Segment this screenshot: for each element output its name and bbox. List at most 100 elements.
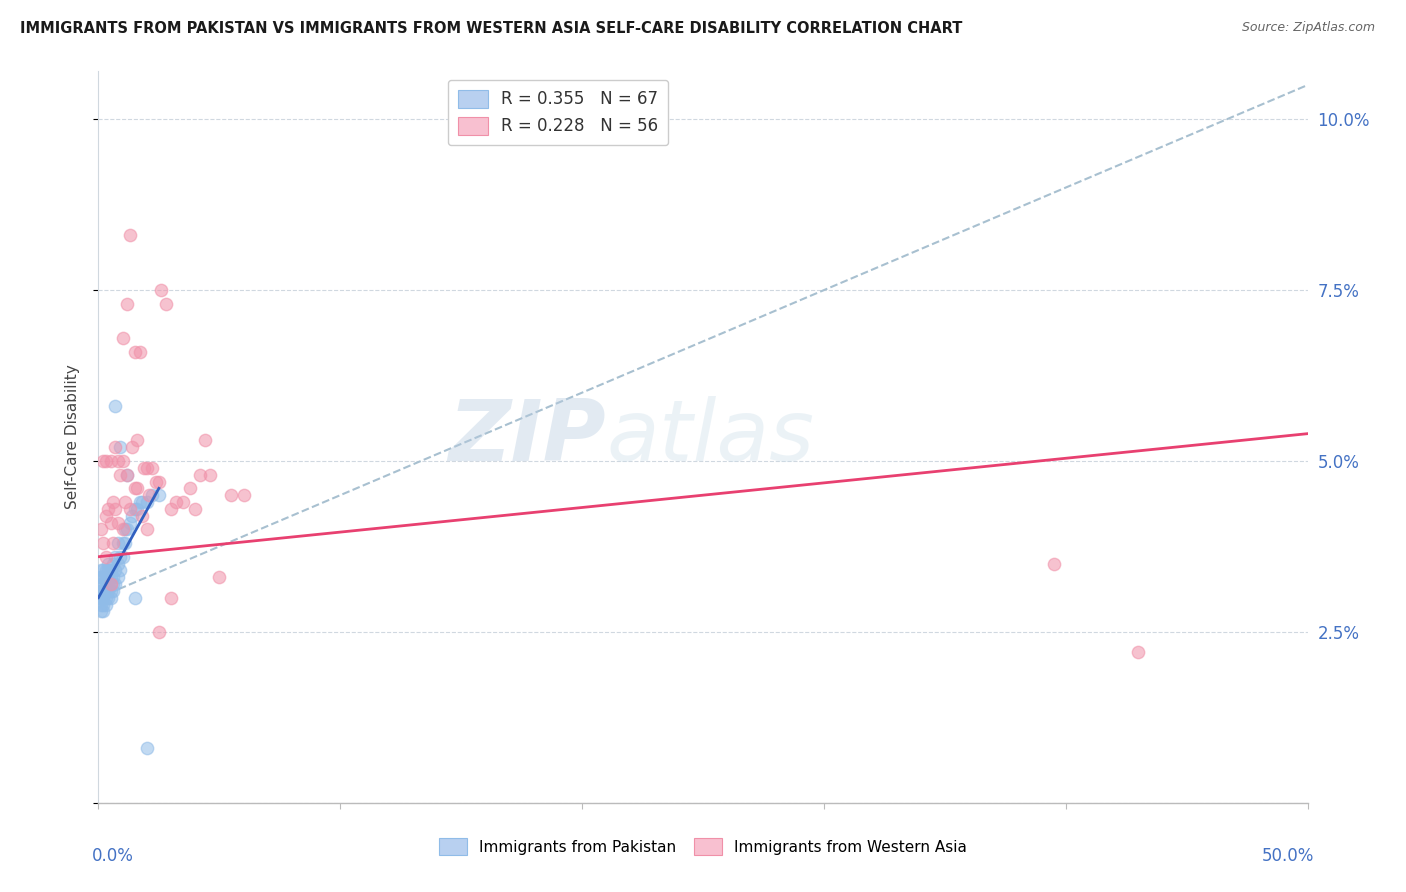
Point [91, 591, 114, 605]
Point [94, 454, 117, 468]
Point [90, 522, 112, 536]
Point [111, 454, 134, 468]
Point [90, 563, 112, 577]
Point [118, 516, 141, 530]
Point [135, 522, 157, 536]
Point [90, 598, 112, 612]
Point [94, 549, 117, 564]
Point [145, 475, 167, 489]
Point [134, 460, 156, 475]
Point [172, 495, 194, 509]
Point [111, 522, 134, 536]
Point [111, 536, 134, 550]
Point [128, 495, 150, 509]
Point [114, 536, 136, 550]
Point [97, 570, 120, 584]
Point [108, 563, 131, 577]
Point [107, 557, 129, 571]
Point [97, 501, 120, 516]
Point [90, 570, 112, 584]
Legend: Immigrants from Pakistan, Immigrants from Western Asia: Immigrants from Pakistan, Immigrants fro… [433, 832, 973, 861]
Point [160, 501, 183, 516]
Point [94, 570, 117, 584]
Point [91, 598, 114, 612]
Point [138, 488, 160, 502]
Text: IMMIGRANTS FROM PAKISTAN VS IMMIGRANTS FROM WESTERN ASIA SELF-CARE DISABILITY CO: IMMIGRANTS FROM PAKISTAN VS IMMIGRANTS F… [20, 21, 962, 36]
Point [117, 297, 139, 311]
Point [232, 488, 254, 502]
Point [127, 434, 149, 448]
Point [97, 557, 120, 571]
Y-axis label: Self-Care Disability: Self-Care Disability [65, 365, 80, 509]
Point [91, 583, 114, 598]
Point [108, 440, 131, 454]
Point [188, 467, 211, 482]
Point [148, 475, 170, 489]
Point [148, 488, 170, 502]
Point [90, 570, 112, 584]
Point [221, 488, 243, 502]
Point [100, 591, 122, 605]
Point [127, 481, 149, 495]
Point [117, 467, 139, 482]
Point [101, 583, 124, 598]
Text: 50.0%: 50.0% [1261, 847, 1313, 864]
Text: 0.0%: 0.0% [93, 847, 134, 864]
Point [104, 577, 127, 591]
Point [117, 522, 139, 536]
Point [121, 440, 143, 454]
Point [131, 508, 153, 523]
Point [100, 570, 122, 584]
Point [150, 283, 173, 297]
Text: atlas: atlas [606, 395, 814, 479]
Point [101, 557, 124, 571]
Point [107, 536, 129, 550]
Point [91, 563, 114, 577]
Point [121, 508, 143, 523]
Point [100, 563, 122, 577]
Point [118, 501, 141, 516]
Point [131, 495, 153, 509]
Point [111, 549, 134, 564]
Point [104, 501, 127, 516]
Point [91, 577, 114, 591]
Point [194, 434, 217, 448]
Point [91, 536, 114, 550]
Point [124, 501, 146, 516]
Point [117, 467, 139, 482]
Point [155, 297, 177, 311]
Point [184, 501, 207, 516]
Point [127, 501, 149, 516]
Text: ZIP: ZIP [449, 395, 606, 479]
Point [124, 344, 146, 359]
Point [97, 563, 120, 577]
Point [104, 563, 127, 577]
Point [101, 536, 124, 550]
Point [104, 440, 127, 454]
Point [135, 460, 157, 475]
Point [104, 549, 127, 564]
Point [100, 583, 122, 598]
Point [208, 570, 231, 584]
Point [148, 624, 170, 639]
Point [1042, 557, 1064, 571]
Point [90, 604, 112, 618]
Point [100, 577, 122, 591]
Point [135, 495, 157, 509]
Point [124, 591, 146, 605]
Point [108, 467, 131, 482]
Point [108, 549, 131, 564]
Point [100, 577, 122, 591]
Point [90, 577, 112, 591]
Point [94, 577, 117, 591]
Point [90, 591, 112, 605]
Point [124, 481, 146, 495]
Point [179, 481, 201, 495]
Point [97, 577, 120, 591]
Point [107, 570, 129, 584]
Point [107, 454, 129, 468]
Point [94, 591, 117, 605]
Point [101, 570, 124, 584]
Text: Source: ZipAtlas.com: Source: ZipAtlas.com [1241, 21, 1375, 34]
Point [141, 460, 163, 475]
